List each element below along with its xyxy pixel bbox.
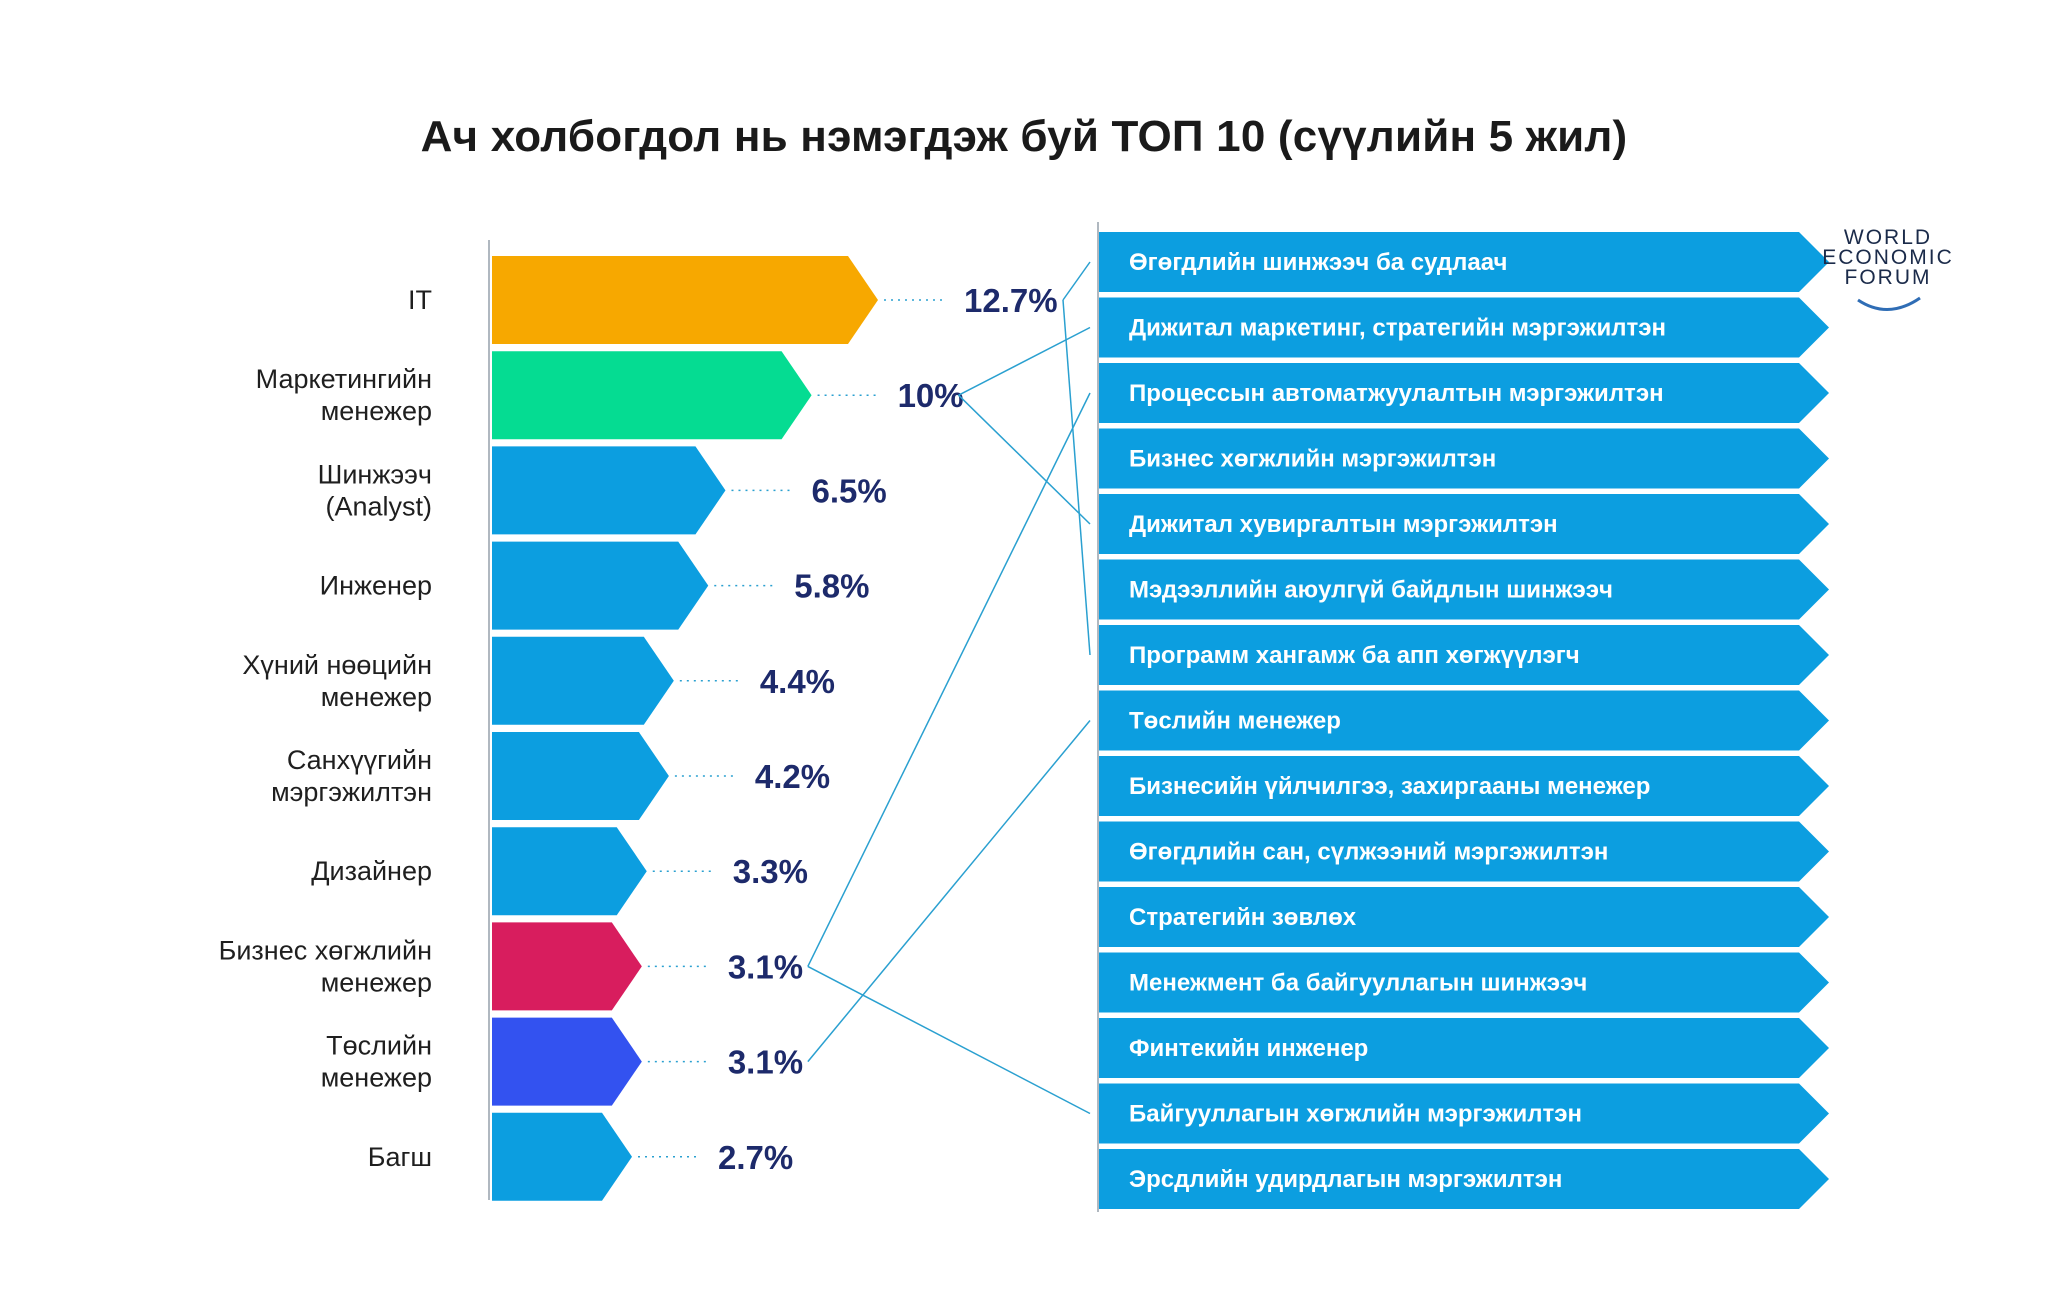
job-row bbox=[1099, 887, 1829, 947]
bar bbox=[492, 636, 674, 725]
category-label: Маркетингийн bbox=[256, 364, 432, 394]
category-label: мэргэжилтэн bbox=[271, 777, 432, 807]
job-label: Менежмент ба байгууллагын шинжээч bbox=[1129, 970, 1587, 997]
value-label: 4.2% bbox=[755, 758, 830, 795]
logo-line-world: WORLD bbox=[1843, 226, 1933, 249]
category-label: Санхүүгийн bbox=[287, 745, 432, 775]
job-label: Программ хангамж ба апп хөгжүүлэгч bbox=[1129, 642, 1580, 669]
logo-line-economic: ECONOMIC bbox=[1822, 246, 1954, 269]
bar bbox=[492, 446, 726, 535]
job-row bbox=[1099, 428, 1829, 489]
job-label: Процессын автоматжуулалтын мэргэжилтэн bbox=[1129, 380, 1664, 407]
job-row bbox=[1099, 363, 1829, 423]
job-row bbox=[1099, 1083, 1829, 1144]
job-row bbox=[1099, 1149, 1829, 1209]
job-row bbox=[1099, 625, 1829, 685]
job-label: Бизнес хөгжлийн мэргэжилтэн bbox=[1129, 446, 1496, 473]
value-label: 3.1% bbox=[728, 948, 803, 985]
job-label: Өгөгдлийн шинжээч ба судлаач bbox=[1129, 249, 1507, 276]
value-label: 5.8% bbox=[794, 568, 869, 605]
job-label: Бизнесийн үйлчилгээ, захиргааны менежер bbox=[1129, 773, 1650, 800]
category-label: Хүний нөөцийн bbox=[242, 650, 432, 680]
connector-line bbox=[958, 326, 1091, 396]
value-label: 4.4% bbox=[760, 663, 835, 700]
job-label: Дижитал маркетинг, стратегийн мэргэжилтэ… bbox=[1129, 315, 1666, 342]
job-row bbox=[1099, 756, 1829, 816]
category-label: Дизайнер bbox=[311, 856, 432, 886]
job-label: Мэдээллийн аюулгүй байдлын шинжээч bbox=[1129, 577, 1613, 604]
world-economic-forum-logo: WORLD ECONOMIC FORUM bbox=[1808, 226, 1968, 318]
job-row bbox=[1099, 952, 1829, 1013]
category-label: менежер bbox=[321, 967, 432, 997]
category-label: менежер bbox=[321, 396, 432, 426]
connector-line bbox=[1062, 299, 1091, 656]
category-label: Шинжээч bbox=[318, 459, 432, 489]
connector-line bbox=[807, 965, 1091, 1115]
logo-arc-icon bbox=[1857, 296, 1921, 311]
category-label: менежер bbox=[321, 682, 432, 712]
connector-line bbox=[807, 392, 1091, 967]
job-label: Өгөгдлийн сан, сүлжээний мэргэжилтэн bbox=[1129, 839, 1608, 866]
connector-line bbox=[958, 394, 1091, 525]
bar bbox=[492, 256, 878, 344]
value-label: 3.3% bbox=[733, 853, 808, 890]
bar bbox=[492, 541, 709, 630]
bar bbox=[492, 732, 669, 820]
value-label: 10% bbox=[898, 377, 964, 414]
category-label: (Analyst) bbox=[325, 491, 432, 521]
bar bbox=[492, 922, 642, 1011]
job-row bbox=[1099, 297, 1829, 358]
bar bbox=[492, 351, 812, 440]
category-label: менежер bbox=[321, 1063, 432, 1093]
job-label: Байгууллагын хөгжлийн мэргэжилтэн bbox=[1129, 1101, 1582, 1128]
logo-line-forum: FORUM bbox=[1844, 266, 1932, 289]
job-row bbox=[1099, 232, 1829, 292]
job-row bbox=[1099, 494, 1829, 554]
job-label: Төслийн менежер bbox=[1129, 708, 1341, 735]
job-label: Дижитал хувиргалтын мэргэжилтэн bbox=[1129, 511, 1558, 538]
bar bbox=[492, 1017, 642, 1106]
connector-line bbox=[1062, 261, 1091, 301]
value-label: 6.5% bbox=[811, 472, 886, 509]
category-label: IT bbox=[408, 285, 432, 315]
bar bbox=[492, 827, 647, 916]
job-row bbox=[1099, 821, 1829, 882]
job-label: Финтекийн инженер bbox=[1129, 1035, 1368, 1062]
job-label: Стратегийн зөвлөх bbox=[1129, 904, 1357, 931]
job-row bbox=[1099, 1018, 1829, 1078]
connector-line bbox=[807, 720, 1091, 1063]
value-label: 2.7% bbox=[718, 1139, 793, 1176]
value-label: 3.1% bbox=[728, 1044, 803, 1081]
job-label: Эрсдлийн удирдлагын мэргэжилтэн bbox=[1129, 1166, 1562, 1193]
category-label: Төслийн bbox=[326, 1031, 432, 1061]
category-label: Бизнес хөгжлийн bbox=[219, 935, 432, 965]
job-row bbox=[1099, 559, 1829, 620]
chart-title: Ач холбогдол нь нэмэгдэж буй ТОП 10 (сүү… bbox=[420, 112, 1628, 161]
category-label: Багш bbox=[368, 1142, 432, 1172]
category-label: Инженер bbox=[320, 571, 432, 601]
bar bbox=[492, 1112, 632, 1201]
job-row bbox=[1099, 690, 1829, 751]
value-label: 12.7% bbox=[964, 282, 1058, 319]
